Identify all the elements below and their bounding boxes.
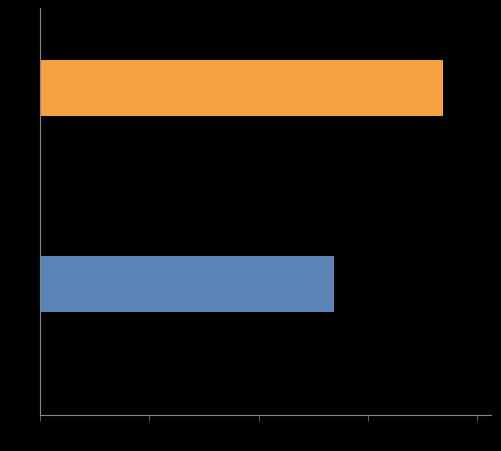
Bar	[40, 257, 334, 312]
Bar	[40, 61, 443, 116]
